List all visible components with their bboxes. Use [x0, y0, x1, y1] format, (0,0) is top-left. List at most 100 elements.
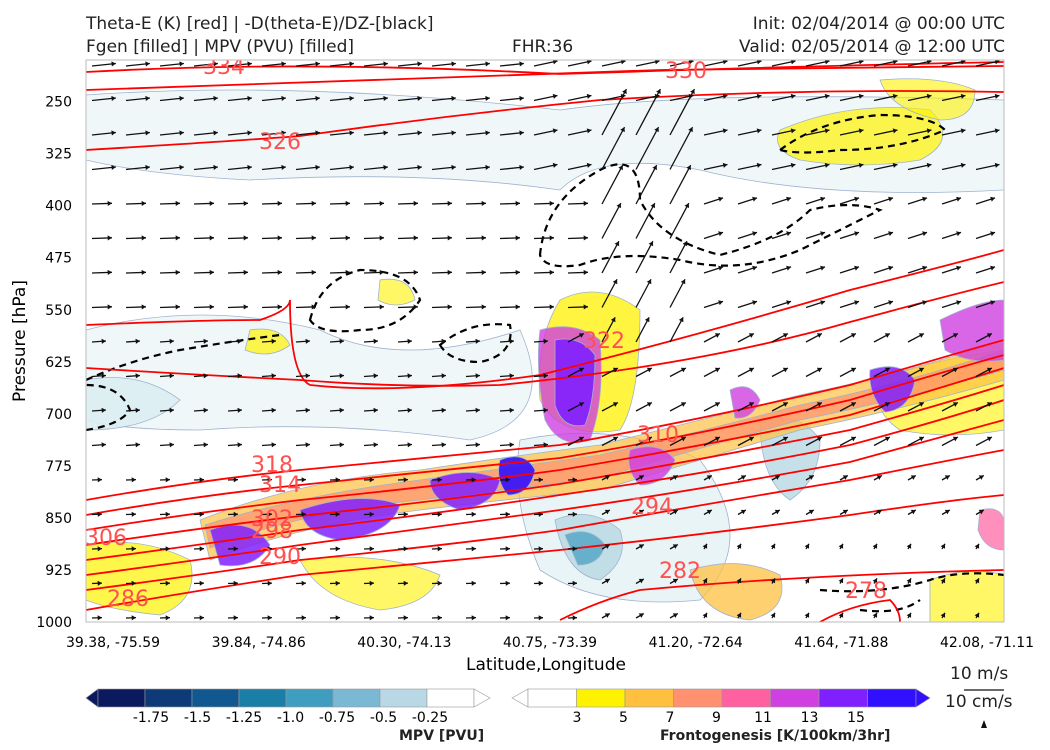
wind-vector-head	[413, 200, 418, 207]
wind-vector-head	[339, 373, 344, 379]
theta-e-contour	[86, 281, 1004, 387]
wind-vector-head	[243, 304, 248, 310]
wind-vector-head	[335, 511, 340, 517]
wind-vector-head	[369, 580, 374, 586]
wind-vector-head	[475, 338, 480, 344]
wind-vector-head	[233, 477, 238, 483]
wind-vector-head	[808, 475, 814, 480]
wind-vector-head	[578, 333, 584, 338]
wind-vector-head	[179, 61, 184, 67]
wind-vector-head	[974, 543, 980, 549]
wind-vector-head	[538, 477, 543, 483]
wind-vector-head	[339, 442, 344, 448]
wind-vector-head	[481, 235, 486, 241]
wind-vector	[669, 88, 695, 136]
wind-vector	[601, 278, 618, 308]
wind-vector-head	[892, 93, 898, 99]
wind-vector-head	[756, 128, 762, 134]
wind-vector-head	[672, 475, 678, 480]
wind-vector	[601, 164, 624, 205]
wind-vector-head	[247, 164, 252, 171]
y-tick-label: 250	[45, 95, 72, 111]
wind-vector-head	[135, 373, 140, 379]
wind-vector-head	[952, 436, 958, 442]
y-tick-label: 550	[45, 303, 72, 319]
wind-vector-head	[169, 373, 174, 379]
wind-vector-head	[233, 615, 238, 621]
wind-vector-head	[515, 269, 520, 276]
wind-vector-head	[678, 317, 684, 323]
wind-vector-head	[481, 304, 486, 310]
theta-e-label: 298	[251, 519, 293, 544]
wind-vector-head	[604, 544, 610, 549]
wind-vector-head	[620, 127, 625, 133]
wind-vector-head	[672, 544, 678, 549]
wind-vector	[635, 164, 658, 205]
wind-vector-head	[690, 89, 695, 95]
wind-vector-head	[654, 60, 660, 65]
wind-vector-head	[97, 580, 102, 586]
wind-vector-head	[549, 200, 554, 207]
wind-vector-head	[986, 367, 992, 373]
colorbar-extend-left	[85, 688, 99, 708]
mpv-colorbar-label: MPV [PVU]	[399, 728, 485, 744]
wind-vector-head	[892, 162, 898, 168]
wind-vector-head	[614, 241, 620, 247]
wind-vector-head	[549, 235, 554, 241]
wind-vector-head	[369, 477, 374, 483]
wind-vector-head	[782, 333, 788, 338]
wind-vector-head	[107, 269, 112, 276]
wind-vector-head	[994, 93, 1000, 99]
colorbar-tick: 15	[847, 710, 865, 726]
wind-vector-head	[922, 196, 928, 202]
colorbar-swatch	[527, 688, 577, 708]
wind-vector-head	[451, 95, 456, 102]
stability-contour	[859, 599, 921, 613]
wind-vector-head	[858, 93, 864, 99]
wind-vector	[669, 240, 688, 274]
wind-vector-head	[267, 546, 272, 552]
wind-vector-head	[756, 93, 762, 99]
wind-vector-head	[952, 402, 958, 407]
colorbar-swatch	[238, 688, 287, 708]
wind-vector-head	[994, 128, 1000, 134]
wind-vector-head	[135, 442, 140, 448]
wind-vector-head	[515, 304, 520, 310]
wind-vector-head	[926, 60, 932, 65]
wind-vector-head	[638, 613, 644, 618]
wind-vector-head	[838, 543, 844, 549]
wind-vector-head	[101, 338, 106, 344]
wind-vector-head	[509, 373, 514, 379]
wind-vector-head	[509, 407, 514, 413]
wind-vector-head	[884, 333, 890, 338]
wind-vector-head	[702, 578, 708, 584]
wind-vector	[635, 278, 652, 308]
wind-vector-head	[552, 162, 558, 168]
wind-vector-head	[447, 200, 452, 207]
wind-vector-head	[990, 265, 996, 271]
wind-vector-head	[451, 164, 456, 171]
stability-contour	[538, 163, 883, 268]
wind-vector-head	[672, 509, 678, 515]
x-tick-label: 42.08, -71.11	[940, 635, 1034, 651]
x-tick-label: 40.75, -73.39	[503, 635, 597, 651]
wind-vector-head	[305, 442, 310, 448]
wind-vector-head	[906, 543, 912, 549]
wind-vector-head	[770, 578, 776, 584]
wind-vector-head	[417, 61, 422, 67]
wind-vector-head	[604, 613, 610, 618]
wind-vector-head	[145, 61, 150, 67]
fgen-colorbar-label: Frontogenesis [K/100km/3hr]	[660, 728, 891, 744]
wind-vector-head	[413, 269, 418, 276]
theta-e-label: 278	[845, 579, 887, 604]
wind-vector-head	[199, 546, 204, 552]
wind-vector-head	[543, 373, 548, 379]
wind-vector-head	[672, 578, 678, 584]
wind-vector-head	[441, 442, 446, 448]
stability-contours	[86, 113, 1004, 613]
x-tick-label: 39.84, -74.86	[212, 635, 306, 651]
wind-vector-head	[926, 93, 932, 99]
wind-vector-head	[407, 407, 412, 413]
theta-e-contour	[559, 569, 1004, 621]
wind-vector-head	[688, 60, 694, 65]
